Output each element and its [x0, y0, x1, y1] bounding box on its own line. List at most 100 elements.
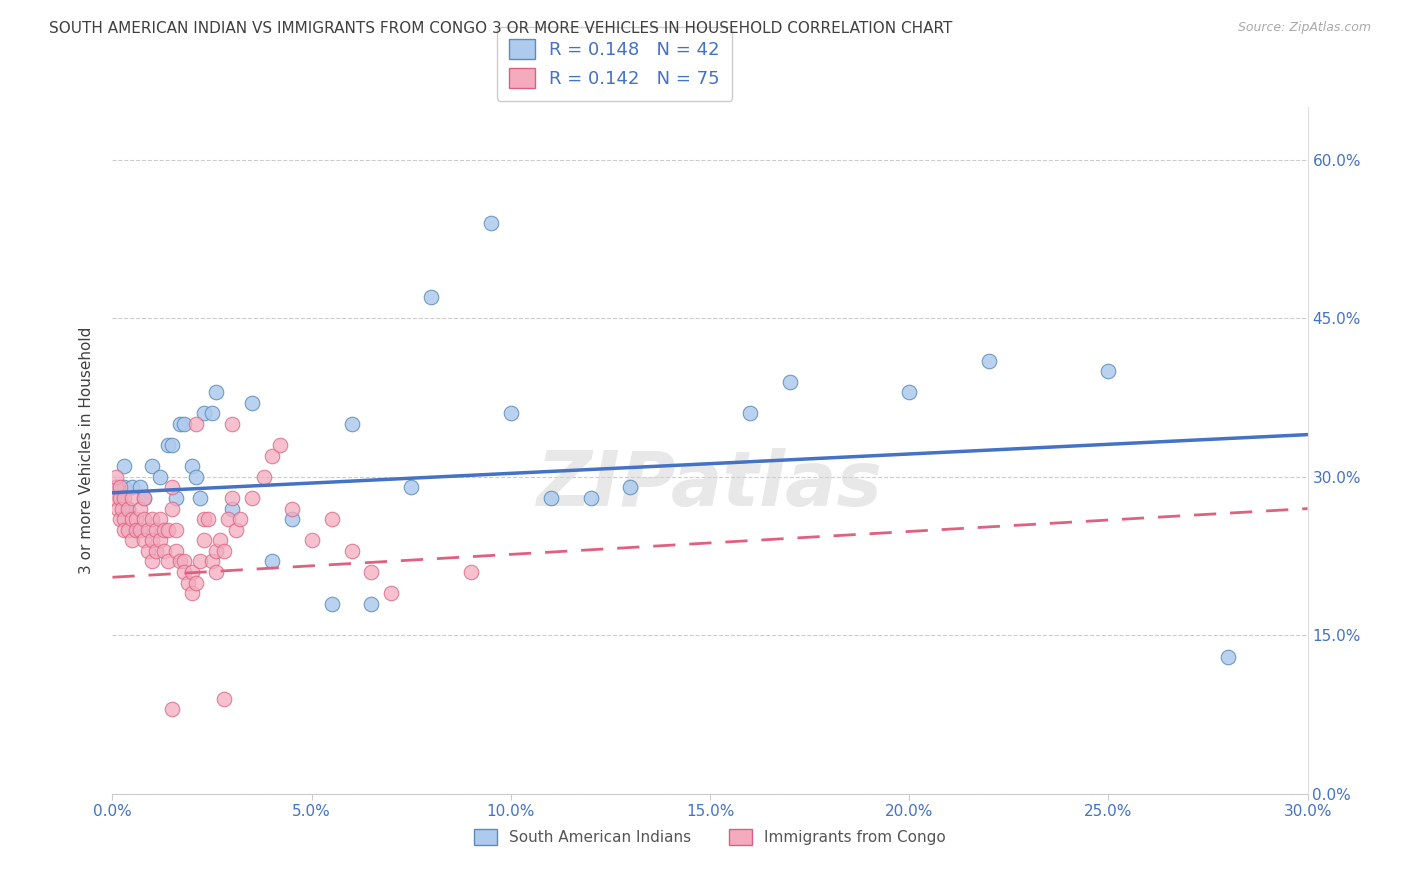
Point: [114, 491, 135, 505]
Point: [209, 533, 232, 548]
Point: [420, 290, 443, 304]
Text: Source: ZipAtlas.com: Source: ZipAtlas.com: [1237, 21, 1371, 34]
Point: [134, 533, 156, 548]
Point: [138, 544, 160, 558]
Point: [141, 533, 163, 548]
Point: [181, 565, 204, 579]
Point: [125, 523, 148, 537]
Point: [193, 512, 215, 526]
Point: [479, 216, 502, 230]
Point: [145, 523, 167, 537]
Point: [110, 512, 132, 526]
Point: [121, 512, 143, 526]
Point: [205, 544, 228, 558]
Point: [205, 565, 228, 579]
Point: [340, 417, 363, 431]
Point: [225, 523, 247, 537]
Point: [217, 512, 239, 526]
Point: [499, 407, 522, 421]
Point: [193, 533, 215, 548]
Point: [105, 480, 128, 494]
Point: [977, 353, 1000, 368]
Point: [193, 407, 215, 421]
Point: [321, 512, 343, 526]
Point: [141, 459, 163, 474]
Point: [186, 470, 208, 484]
Point: [619, 480, 641, 494]
Point: [110, 491, 132, 505]
Point: [281, 512, 304, 526]
Point: [188, 491, 211, 505]
Point: [260, 449, 283, 463]
Point: [205, 385, 228, 400]
Point: [121, 533, 143, 548]
Point: [114, 523, 135, 537]
Point: [169, 554, 191, 568]
Point: [105, 470, 128, 484]
Point: [269, 438, 291, 452]
Point: [360, 597, 382, 611]
Point: [165, 544, 187, 558]
Point: [114, 480, 135, 494]
Point: [162, 501, 183, 516]
Point: [201, 407, 224, 421]
Point: [360, 565, 382, 579]
Point: [229, 512, 252, 526]
Point: [579, 491, 602, 505]
Point: [153, 544, 176, 558]
Point: [460, 565, 482, 579]
Point: [117, 501, 139, 516]
Text: ZIPatlas: ZIPatlas: [537, 448, 883, 522]
Point: [177, 575, 200, 590]
Point: [162, 702, 183, 716]
Point: [165, 523, 187, 537]
Point: [157, 523, 180, 537]
Point: [141, 512, 163, 526]
Point: [1216, 649, 1239, 664]
Point: [540, 491, 562, 505]
Point: [110, 480, 132, 494]
Point: [149, 512, 172, 526]
Point: [103, 491, 125, 505]
Point: [117, 501, 139, 516]
Point: [738, 407, 761, 421]
Point: [117, 523, 139, 537]
Point: [281, 501, 304, 516]
Point: [134, 512, 156, 526]
Point: [129, 523, 152, 537]
Point: [169, 417, 191, 431]
Point: [1097, 364, 1119, 378]
Point: [301, 533, 323, 548]
Point: [253, 470, 276, 484]
Point: [779, 375, 801, 389]
Point: [162, 480, 183, 494]
Point: [181, 459, 204, 474]
Point: [105, 480, 128, 494]
Point: [212, 691, 235, 706]
Point: [173, 554, 195, 568]
Point: [149, 533, 172, 548]
Legend: South American Indians, Immigrants from Congo: South American Indians, Immigrants from …: [468, 822, 952, 852]
Point: [186, 417, 208, 431]
Point: [186, 575, 208, 590]
Point: [145, 544, 167, 558]
Point: [111, 501, 134, 516]
Point: [221, 417, 243, 431]
Point: [107, 501, 129, 516]
Point: [188, 554, 211, 568]
Point: [138, 523, 160, 537]
Point: [173, 417, 195, 431]
Point: [129, 480, 152, 494]
Point: [153, 523, 176, 537]
Point: [197, 512, 219, 526]
Point: [134, 491, 156, 505]
Point: [125, 512, 148, 526]
Point: [221, 501, 243, 516]
Point: [260, 554, 283, 568]
Point: [173, 565, 195, 579]
Point: [149, 470, 172, 484]
Point: [121, 491, 143, 505]
Point: [121, 480, 143, 494]
Point: [114, 459, 135, 474]
Point: [134, 491, 156, 505]
